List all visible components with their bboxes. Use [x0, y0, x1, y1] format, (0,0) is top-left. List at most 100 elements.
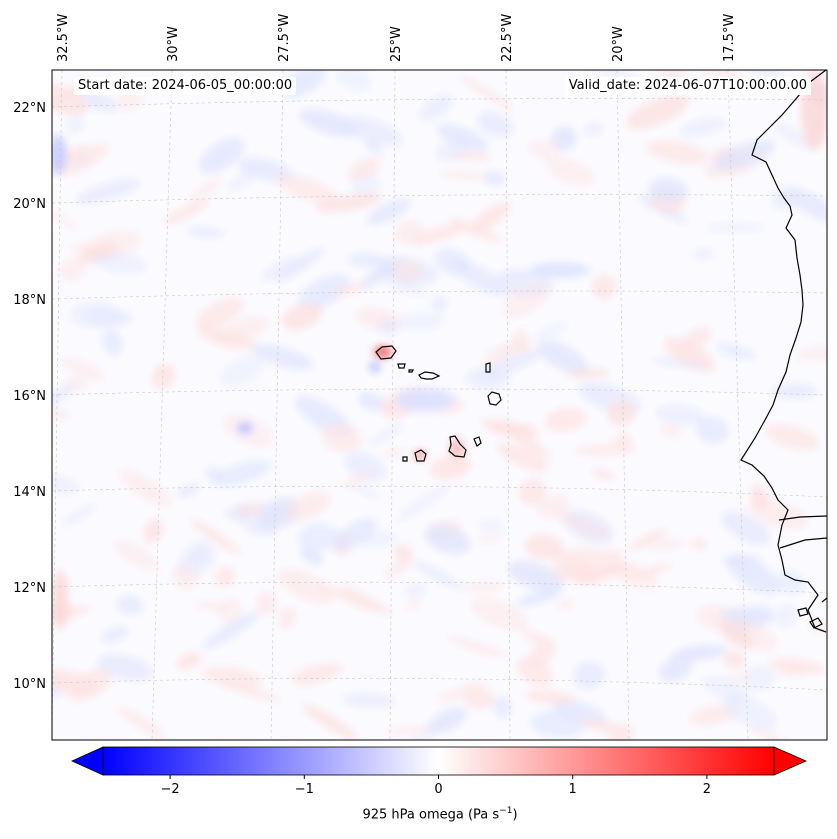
descent-patch: [650, 357, 707, 370]
maio-island: [473, 436, 482, 447]
longitude-tick-label: 25°W: [389, 26, 404, 62]
ascent-patch: [764, 423, 820, 451]
descent-patch: [357, 392, 386, 412]
descent-patch: [176, 546, 217, 575]
ascent-patch: [116, 90, 144, 111]
colorbar-label-text: 925 hPa omega (Pa s: [362, 807, 500, 823]
descent-patch: [648, 177, 689, 203]
longitude-tick-label: 22.5°W: [500, 14, 515, 62]
descent-patch: [365, 141, 383, 155]
descent-patch: [300, 546, 324, 566]
ascent-patch: [176, 652, 202, 671]
descent-patch: [261, 256, 300, 281]
ascent-patch: [190, 518, 241, 555]
ascent-patch: [281, 302, 323, 331]
ascent-patch: [52, 203, 80, 231]
descent-patch: [341, 116, 404, 147]
latitude-tick-label: 14°N: [13, 485, 46, 500]
ascent-patch: [626, 94, 690, 130]
ascent-patch: [578, 719, 636, 735]
colorbar-tick-label: −2: [161, 782, 180, 797]
parallel-line: [52, 290, 827, 300]
colorbar-label-exponent: −1: [499, 806, 513, 816]
ascent-patch: [459, 75, 514, 110]
latitude-labels: 22°N 20°N 18°N 16°N 14°N 12°N 10°N: [13, 101, 46, 692]
ascent-patch: [276, 174, 338, 203]
ascent-patch: [69, 244, 114, 256]
ascent-patch: [214, 565, 235, 588]
ascent-patch: [220, 681, 281, 702]
descent-patch: [341, 693, 396, 708]
descent-patch: [367, 423, 405, 447]
descent-patch: [419, 93, 453, 122]
ascent-patch: [555, 510, 610, 540]
ascent-patch: [446, 635, 507, 658]
ascent-patch: [516, 656, 553, 687]
map-frame: [51, 69, 828, 741]
sal-island: [485, 362, 491, 373]
ascent-patch: [497, 442, 549, 473]
descent-patch: [537, 340, 589, 375]
ascent-patch: [524, 533, 564, 560]
descent-patch: [551, 126, 577, 151]
ascent-patch: [405, 596, 423, 610]
ascent-patch: [236, 503, 264, 518]
latitude-tick-label: 22°N: [13, 101, 46, 116]
descent-patch: [695, 416, 730, 445]
descent-patch: [100, 625, 130, 643]
ascent-patch: [116, 706, 167, 740]
descent-patch: [219, 355, 264, 388]
descent-patch: [335, 70, 372, 92]
parallel-line: [52, 388, 827, 396]
descent-patch: [237, 157, 294, 182]
ascent-patch: [794, 344, 827, 362]
ascent-patch: [591, 274, 617, 300]
ascent-patch: [521, 630, 557, 648]
descent-patch: [481, 349, 543, 379]
fogo-island: [414, 449, 427, 462]
colorbar-ticks: −2 −1 0 1 2: [161, 775, 711, 797]
descent-patch: [534, 321, 569, 340]
descent-patch: [351, 483, 380, 499]
ascent-patch: [315, 193, 382, 213]
descent-patch: [403, 584, 428, 596]
descent-patch: [573, 661, 606, 690]
longitude-labels: 32.5°W 30°W 27.5°W 25°W 22.5°W 20°W 17.5°W: [56, 14, 737, 62]
ascent-patch: [477, 533, 504, 544]
descent-patch: [251, 344, 314, 370]
ascent-patch: [347, 156, 381, 181]
map-plot-area: [51, 69, 828, 741]
descent-patch: [453, 260, 508, 296]
descent-patch: [202, 611, 260, 650]
descent-patch: [424, 524, 471, 555]
ascent-patch: [196, 297, 244, 329]
descent-patch: [704, 222, 767, 233]
ascent-patch: [393, 544, 413, 562]
ascent-patch: [429, 455, 472, 480]
ascent-patch: [394, 220, 425, 245]
colorbar: −2 −1 0 1 2: [71, 746, 807, 797]
descent-patch: [747, 70, 784, 77]
ascent-patch: [576, 549, 624, 583]
colorbar-gradient: [102, 746, 775, 776]
santiago-island: [448, 435, 467, 458]
parallel-line: [52, 98, 827, 108]
ascent-patch: [162, 199, 210, 225]
colorbar-tick-label: −1: [295, 782, 314, 797]
ascent-patch: [625, 564, 673, 579]
meridian-line: [270, 70, 284, 740]
ascent-patch: [118, 469, 173, 507]
descent-patch: [679, 117, 727, 137]
colorbar-low-extension: [71, 746, 104, 776]
descent-patch: [226, 170, 256, 192]
ascent-patch: [291, 662, 343, 685]
descent-patch: [515, 589, 562, 607]
brava-island: [402, 456, 408, 462]
meridian-line: [616, 70, 630, 740]
descent-patch: [659, 655, 693, 683]
ascent-patch: [749, 725, 797, 740]
ascent-patch: [384, 725, 433, 736]
ascent-patch: [769, 658, 827, 674]
descent-patch: [682, 646, 717, 661]
ascent-patch: [524, 690, 576, 704]
